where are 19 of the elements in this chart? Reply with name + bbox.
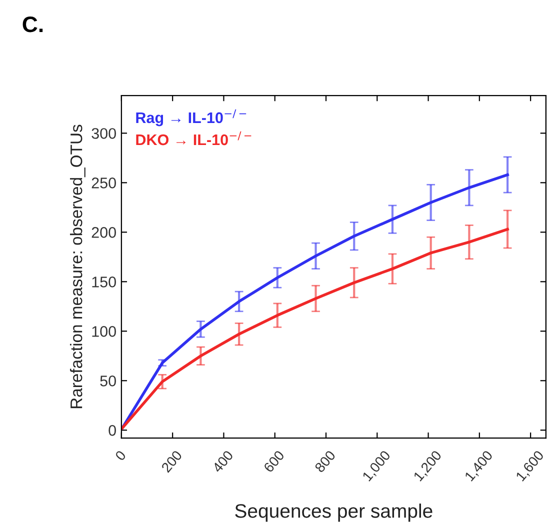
y-tick-label: 0 (108, 425, 116, 436)
x-tick-label: 0 (114, 450, 126, 462)
y-tick-label: 200 (92, 227, 116, 238)
y-tick-label: 300 (92, 128, 116, 139)
line-series (121, 173, 509, 430)
x-axis-title: Sequences per sample (235, 504, 432, 522)
x-tick-label: 600 (263, 450, 285, 473)
x-tick-label: 800 (314, 450, 336, 474)
y-tick-label: 250 (92, 178, 116, 188)
line-series (121, 228, 509, 430)
y-axis-title: Rarefaction measure: observed_OTUs (70, 124, 86, 408)
x-tick-label: 400 (212, 450, 234, 474)
text: Rag → IL-10$^{−/−}$ (136, 109, 246, 126)
chart-title: C. (22, 16, 43, 32)
y-tick-label: 150 (92, 276, 116, 288)
x-tick-label: 200 (160, 450, 183, 473)
y-tick-label: 50 (100, 376, 116, 386)
text: DKO → IL-10$^{−/−}$ (136, 131, 252, 146)
y-tick-label: 100 (92, 326, 116, 337)
